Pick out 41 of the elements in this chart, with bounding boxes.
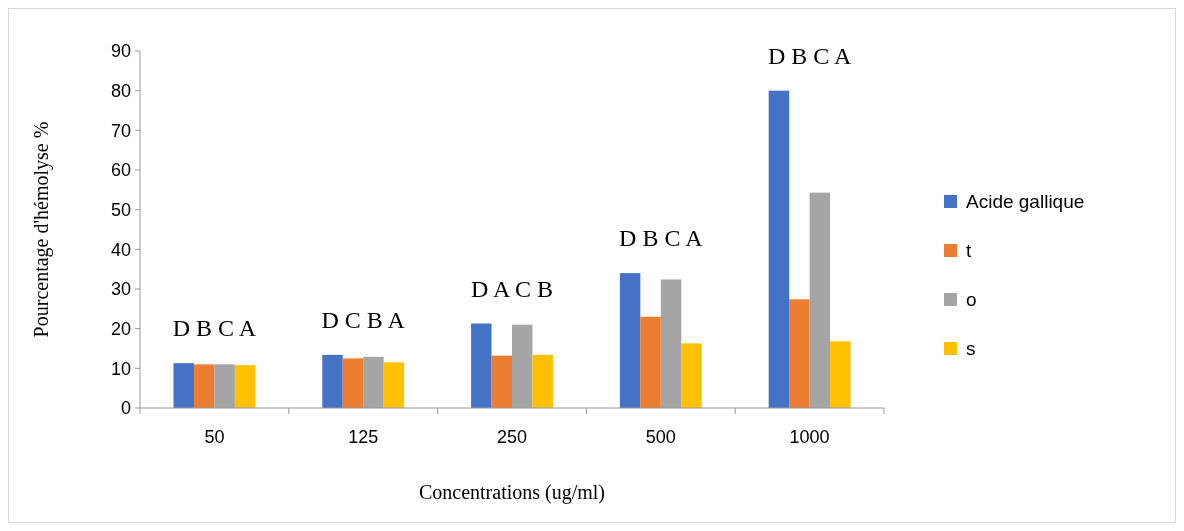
y-axis-title: Pourcentage d'hémolyse % — [30, 121, 53, 338]
bar — [768, 90, 790, 408]
x-tick-label: 1000 — [789, 427, 830, 447]
y-tick-label: 10 — [110, 358, 131, 379]
bar — [234, 365, 256, 408]
bar — [342, 358, 364, 408]
legend-label: o — [966, 288, 977, 310]
x-axis-title: Concentrations (ug/ml) — [418, 481, 606, 504]
bar — [491, 355, 512, 408]
bar — [532, 354, 553, 408]
legend-label: t — [966, 239, 972, 261]
bar — [383, 362, 405, 408]
x-tick-label: 250 — [496, 427, 528, 447]
annotation: D B C A — [172, 315, 257, 342]
bar — [640, 316, 661, 408]
y-tick-label: 20 — [110, 318, 131, 339]
annotation: D A C B — [470, 275, 554, 302]
bar — [322, 354, 343, 408]
y-tick-label: 90 — [110, 41, 131, 62]
bar — [619, 273, 641, 408]
bar — [789, 299, 810, 408]
y-tick-label: 70 — [110, 120, 131, 141]
bar — [173, 363, 194, 408]
bar — [830, 341, 851, 408]
annotation: D B C A — [767, 42, 852, 69]
y-tick-label: 60 — [110, 160, 131, 181]
bar — [681, 343, 702, 408]
x-tick-label: 125 — [348, 427, 379, 447]
annotation: D C B A — [321, 306, 406, 333]
legend-label: Acide gallique — [966, 190, 1085, 212]
x-tick-label: 500 — [645, 427, 676, 447]
bar — [193, 364, 215, 408]
legend-label: s — [966, 337, 976, 359]
x-tick-label: 50 — [204, 427, 225, 447]
y-tick-label: 80 — [110, 80, 131, 101]
y-tick-label: 40 — [110, 239, 131, 260]
annotation: D B C A — [619, 225, 704, 252]
y-tick-label: 0 — [120, 398, 131, 419]
y-tick-label: 50 — [110, 199, 131, 220]
y-tick-label: 30 — [110, 279, 131, 300]
bar — [471, 323, 492, 408]
